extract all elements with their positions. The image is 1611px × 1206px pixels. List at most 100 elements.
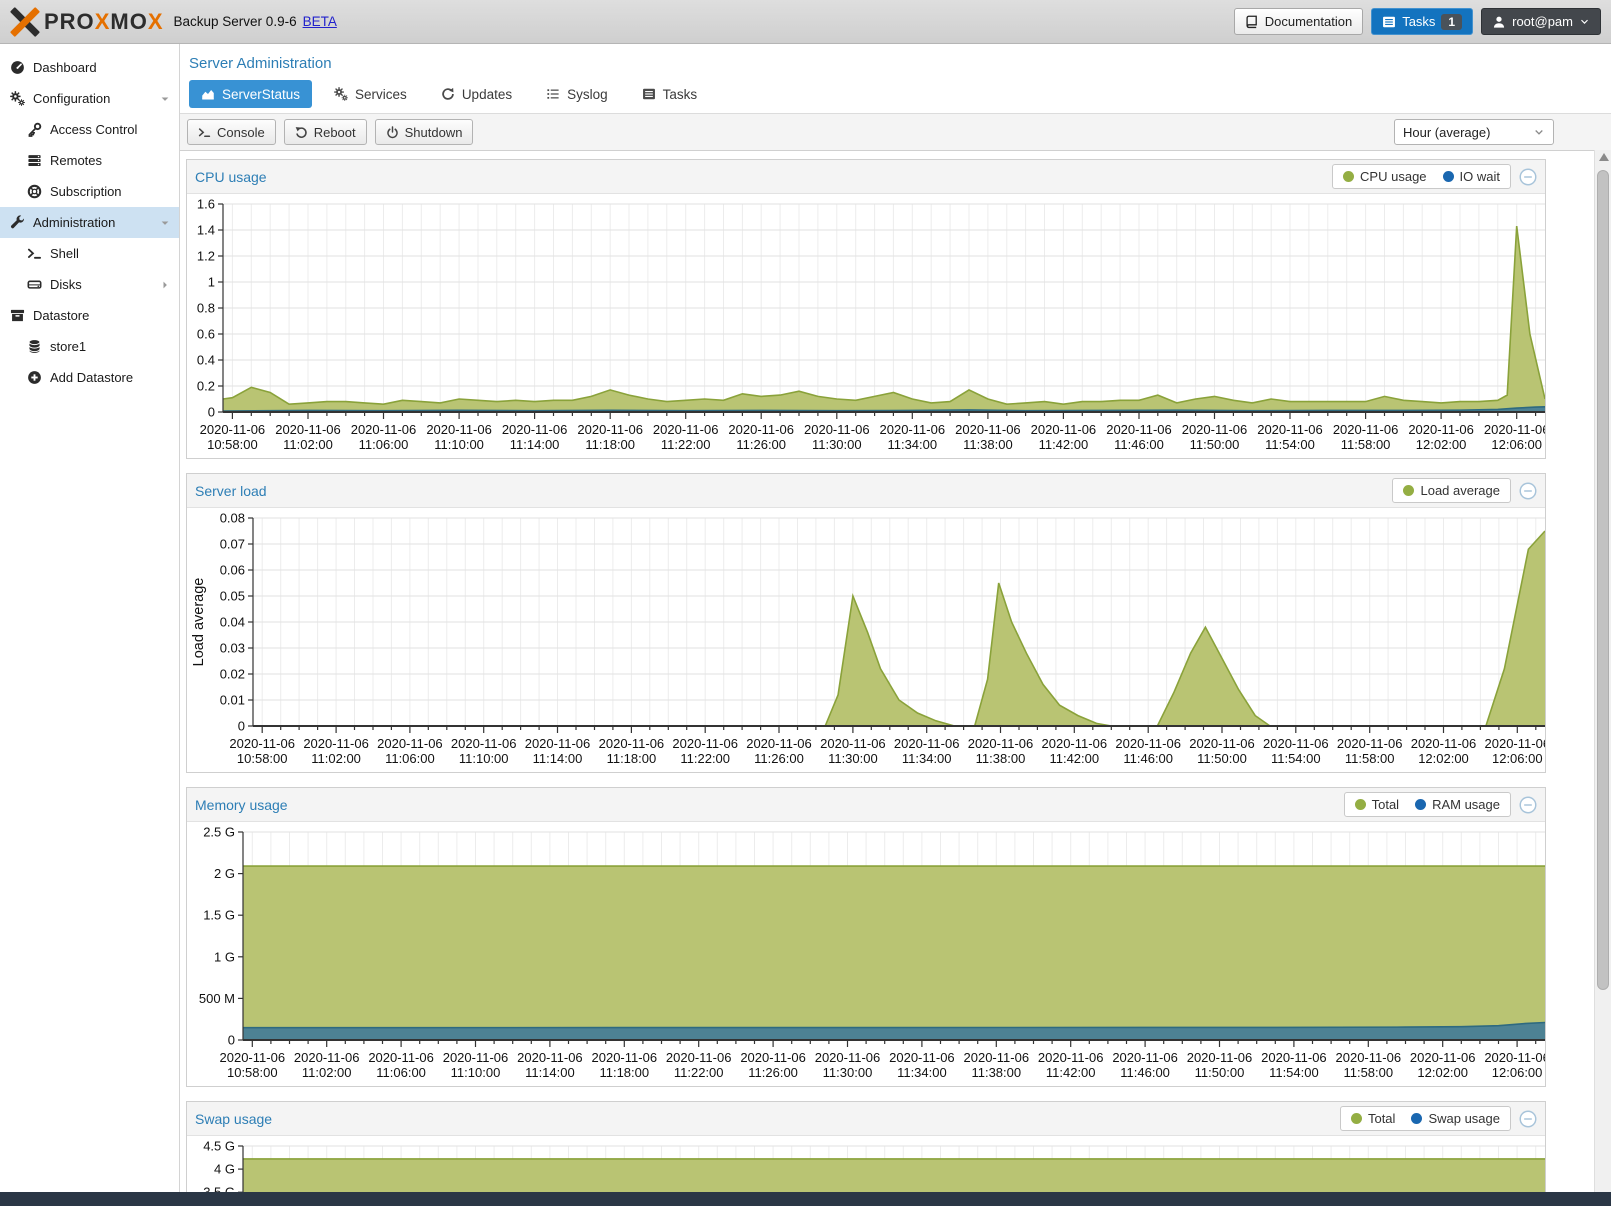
panel-header: Swap usageTotalSwap usage (187, 1102, 1545, 1136)
collapse-panel-icon[interactable] (1519, 1110, 1537, 1128)
collapse-panel-icon[interactable] (1519, 796, 1537, 814)
plus-circle-icon (27, 370, 42, 385)
sidebar: DashboardConfigurationAccess ControlRemo… (0, 44, 180, 1206)
svg-text:12:02:00: 12:02:00 (1416, 437, 1467, 452)
user-menu-button[interactable]: root@pam (1481, 8, 1601, 35)
tab-tasks[interactable]: Tasks (630, 80, 710, 108)
svg-text:2.5 G: 2.5 G (203, 825, 235, 840)
beta-link[interactable]: BETA (303, 14, 337, 29)
lifering-icon (27, 184, 42, 199)
svg-text:2020-11-06: 2020-11-06 (1042, 736, 1108, 751)
legend-label: Total (1372, 797, 1399, 812)
brand-letter-group: X (95, 9, 111, 34)
list-ul-icon (546, 87, 560, 101)
sidebar-item-label: Add Datastore (50, 370, 133, 385)
panel-body: 00.010.020.030.040.050.060.070.082020-11… (187, 508, 1545, 772)
documentation-button[interactable]: Documentation (1234, 8, 1363, 35)
panels: CPU usageCPU usageIO wait00.20.40.60.811… (180, 151, 1611, 1206)
svg-text:2020-11-06: 2020-11-06 (666, 1050, 732, 1065)
svg-text:0: 0 (238, 719, 245, 734)
svg-text:2020-11-06: 2020-11-06 (577, 422, 643, 437)
svg-text:2020-11-06: 2020-11-06 (592, 1050, 658, 1065)
panel-title: Swap usage (195, 1111, 272, 1127)
legend-item: Load average (1403, 483, 1500, 498)
sidebar-item-remotes[interactable]: Remotes (0, 145, 179, 176)
sidebar-item-administration[interactable]: Administration (0, 207, 179, 238)
svg-text:2020-11-06: 2020-11-06 (1484, 422, 1545, 437)
topbar: PROXMOX Backup Server 0.9-6 BETA Documen… (0, 0, 1611, 44)
svg-text:2020-11-06: 2020-11-06 (815, 1050, 881, 1065)
terminal-icon (198, 126, 211, 139)
reboot-button[interactable]: Reboot (284, 119, 367, 145)
legend-dot-icon (1355, 799, 1366, 810)
vertical-scrollbar[interactable] (1594, 150, 1611, 1192)
caret-down-icon (159, 93, 171, 105)
svg-text:11:34:00: 11:34:00 (897, 1065, 947, 1080)
collapse-panel-icon[interactable] (1519, 168, 1537, 186)
tasks-button[interactable]: Tasks 1 (1371, 8, 1473, 35)
collapse-panel-icon[interactable] (1519, 482, 1537, 500)
panel-body: 00.20.40.60.811.21.41.62020-11-0610:58:0… (187, 194, 1545, 458)
bottom-dark-bar (0, 1192, 1611, 1206)
svg-text:0.06: 0.06 (220, 563, 245, 578)
svg-text:Load average: Load average (191, 578, 207, 667)
sidebar-item-store1[interactable]: store1 (0, 331, 179, 362)
scrollbar-up-arrow-icon[interactable] (1599, 153, 1609, 161)
sidebar-item-datastore[interactable]: Datastore (0, 300, 179, 331)
svg-text:10:58:00: 10:58:00 (207, 437, 258, 452)
svg-text:10:58:00: 10:58:00 (237, 751, 288, 766)
svg-text:11:18:00: 11:18:00 (599, 1065, 649, 1080)
sidebar-item-configuration[interactable]: Configuration (0, 83, 179, 114)
sidebar-item-shell[interactable]: Shell (0, 238, 179, 269)
svg-text:2020-11-06: 2020-11-06 (1484, 1050, 1545, 1065)
svg-text:11:30:00: 11:30:00 (828, 751, 878, 766)
svg-text:2020-11-06: 2020-11-06 (229, 736, 295, 751)
svg-text:2020-11-06: 2020-11-06 (746, 736, 812, 751)
tab-updates[interactable]: Updates (429, 80, 524, 108)
sidebar-item-subscription[interactable]: Subscription (0, 176, 179, 207)
svg-text:1 G: 1 G (214, 949, 235, 964)
sidebar-item-label: Disks (50, 277, 82, 292)
legend-item: Swap usage (1411, 1111, 1500, 1126)
shutdown-button[interactable]: Shutdown (375, 119, 474, 145)
svg-text:0.01: 0.01 (220, 693, 245, 708)
sidebar-item-access-control[interactable]: Access Control (0, 114, 179, 145)
sidebar-item-add-datastore[interactable]: Add Datastore (0, 362, 179, 393)
button-label: Console (217, 125, 265, 140)
list-alt-icon (642, 87, 656, 101)
brand-letter-group: PRO (44, 9, 95, 34)
svg-text:11:42:00: 11:42:00 (1046, 1065, 1096, 1080)
console-button[interactable]: Console (187, 119, 276, 145)
svg-text:2020-11-06: 2020-11-06 (351, 422, 417, 437)
svg-text:11:38:00: 11:38:00 (963, 437, 1013, 452)
cogs-icon (10, 91, 25, 106)
svg-text:2020-11-06: 2020-11-06 (1031, 422, 1097, 437)
brand: PROXMOX (10, 7, 164, 37)
svg-text:11:54:00: 11:54:00 (1269, 1065, 1319, 1080)
svg-text:2020-11-06: 2020-11-06 (502, 422, 568, 437)
legend-item: CPU usage (1343, 169, 1426, 184)
svg-text:2020-11-06: 2020-11-06 (451, 736, 517, 751)
svg-text:12:02:00: 12:02:00 (1418, 751, 1469, 766)
tab-services[interactable]: Services (322, 80, 419, 108)
panel-header: Server loadLoad average (187, 474, 1545, 508)
tab-syslog[interactable]: Syslog (534, 80, 620, 108)
sidebar-item-dashboard[interactable]: Dashboard (0, 52, 179, 83)
svg-text:11:30:00: 11:30:00 (823, 1065, 873, 1080)
time-range-select[interactable]: Hour (average) (1394, 119, 1554, 145)
svg-text:0.04: 0.04 (220, 615, 245, 630)
user-icon (1492, 15, 1506, 29)
svg-text:2020-11-06: 2020-11-06 (1038, 1050, 1104, 1065)
tabbar: ServerStatus Services Updates Syslog Tasks (180, 77, 1611, 113)
user-label: root@pam (1512, 14, 1573, 29)
svg-text:11:46:00: 11:46:00 (1123, 751, 1173, 766)
svg-text:2020-11-06: 2020-11-06 (1257, 422, 1323, 437)
refresh-icon (441, 87, 455, 101)
sidebar-item-disks[interactable]: Disks (0, 269, 179, 300)
svg-text:2020-11-06: 2020-11-06 (1115, 736, 1181, 751)
tab-serverstatus[interactable]: ServerStatus (189, 80, 312, 108)
chart-area-icon (201, 87, 215, 101)
svg-text:2020-11-06: 2020-11-06 (880, 422, 946, 437)
scrollbar-thumb[interactable] (1597, 170, 1609, 990)
caret-down-icon (159, 217, 171, 229)
